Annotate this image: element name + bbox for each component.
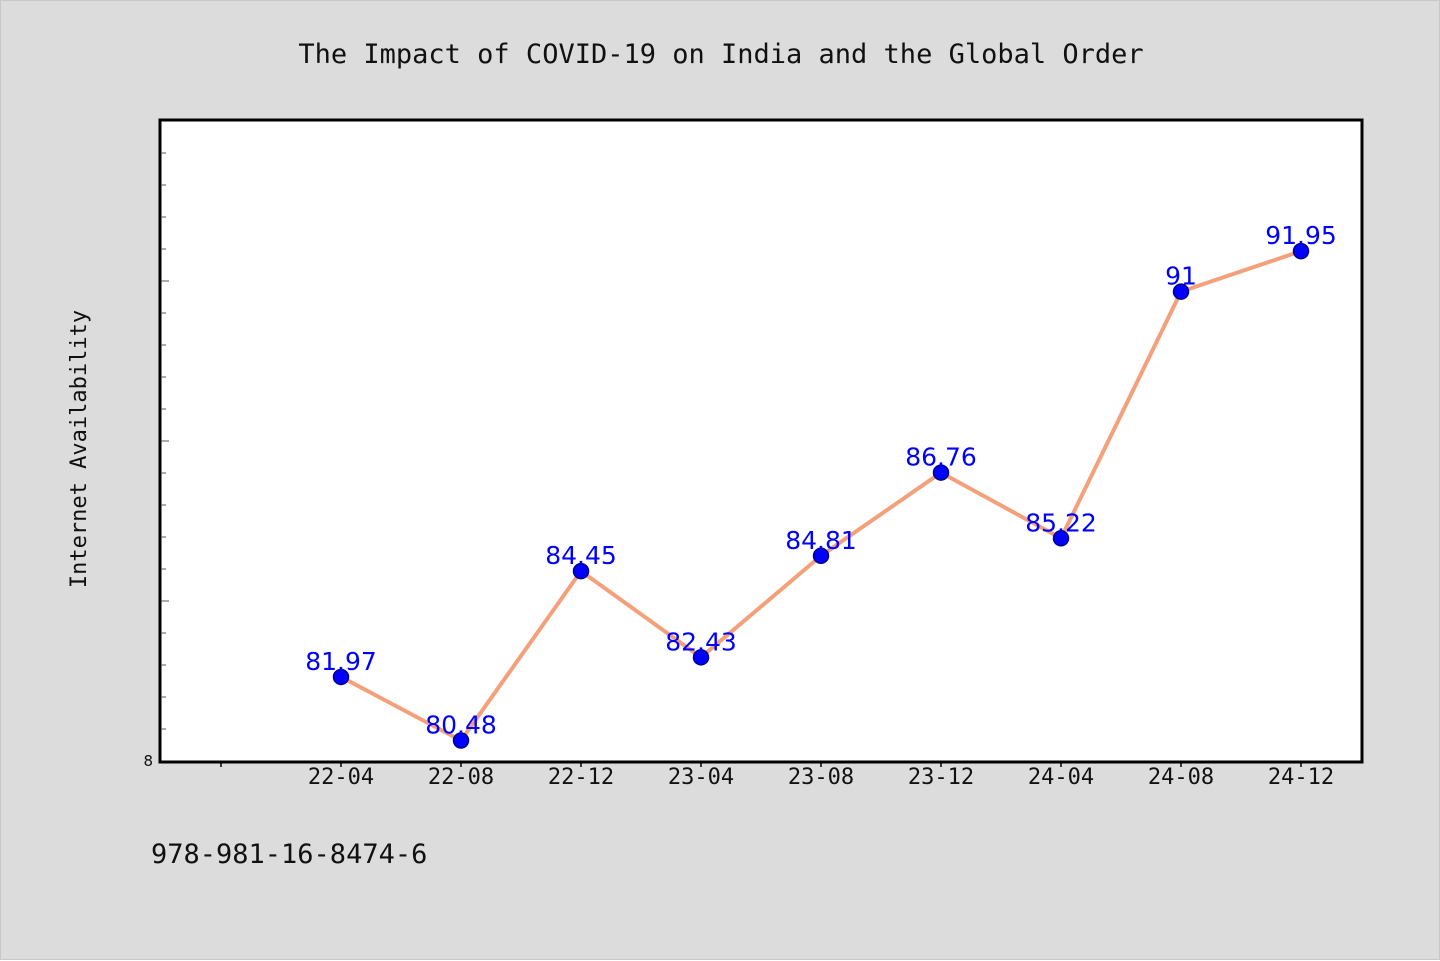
x-tick-label: 23-04 (668, 765, 734, 790)
x-tick-label: 24-08 (1148, 765, 1214, 790)
data-label: 80.48 (425, 711, 497, 740)
data-point (452, 732, 470, 749)
data-label: 86.76 (905, 443, 977, 472)
data-label: 85.22 (1025, 508, 1097, 537)
x-tick-label: 23-08 (788, 765, 854, 790)
chart-title: The Impact of COVID-19 on India and the … (298, 39, 1143, 70)
data-label: 91.95 (1265, 221, 1337, 250)
data-label: 82.43 (665, 627, 737, 656)
data-label: 81.97 (305, 647, 377, 676)
data-labels: 81.97 80.48 84.45 82.43 84.81 86.76 85.22 91 91.… (305, 221, 1337, 739)
x-tick-label: 24-04 (1028, 765, 1094, 790)
data-point (1172, 283, 1190, 300)
data-label: 84.81 (785, 526, 857, 555)
x-tick-label: 23-12 (908, 765, 974, 790)
data-point (812, 547, 830, 565)
y-axis-label: Internet Availability (67, 310, 92, 588)
data-point (1292, 242, 1310, 260)
data-point (1052, 530, 1070, 547)
data-point (332, 668, 350, 686)
x-tick-label: 22-08 (428, 765, 494, 790)
data-label: 91 (1165, 262, 1197, 291)
plot-area (158, 118, 1364, 764)
y-tick-label: 8 (143, 752, 153, 770)
x-tick-label: 22-12 (548, 765, 614, 790)
x-tick-label: 24-12 (1268, 765, 1334, 790)
data-label: 84.45 (545, 541, 617, 570)
x-tick-label: 22-04 (308, 765, 374, 790)
x-axis-ticks: 22-04 22-08 22-12 23-04 23-08 23-12 24-04 24-08… (220, 761, 1334, 790)
data-point (932, 464, 950, 481)
data-point (572, 562, 590, 580)
y-axis-ticks: 8 (143, 152, 169, 770)
data-point (692, 649, 710, 666)
isbn-footer: 978-981-16-8474-6 (151, 839, 427, 870)
series-markers (332, 242, 1310, 749)
